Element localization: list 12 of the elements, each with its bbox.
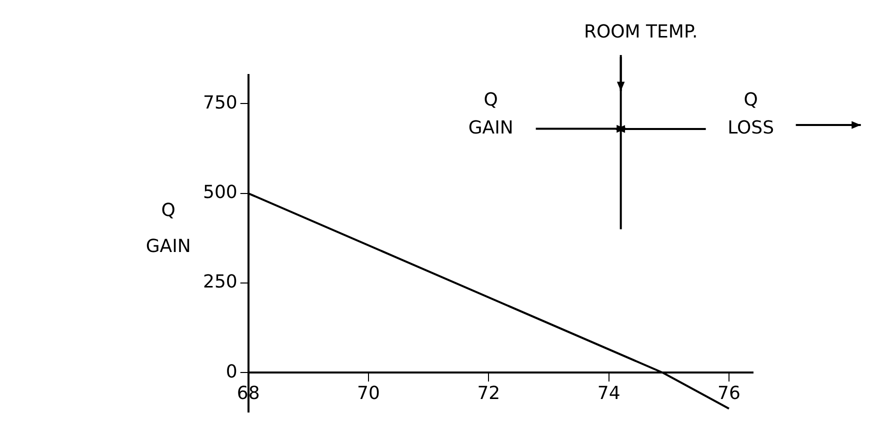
annotation: Q GAIN (468, 89, 514, 138)
x-tick-label: 76 (718, 383, 740, 404)
y-tick-label: 500 (202, 182, 238, 204)
y-axis-title: Q GAIN (146, 200, 191, 257)
x-tick-label: 74 (597, 383, 620, 404)
y-tick-label: 0 (226, 361, 238, 382)
y-tick-label: 750 (202, 92, 238, 114)
x-tick-label: 72 (477, 383, 500, 404)
annotation: Q LOSS (728, 90, 774, 139)
y-tick-label: 250 (202, 272, 238, 293)
x-tick-label: 70 (357, 383, 380, 404)
ref-line-label: ROOM TEMP. (584, 22, 698, 43)
